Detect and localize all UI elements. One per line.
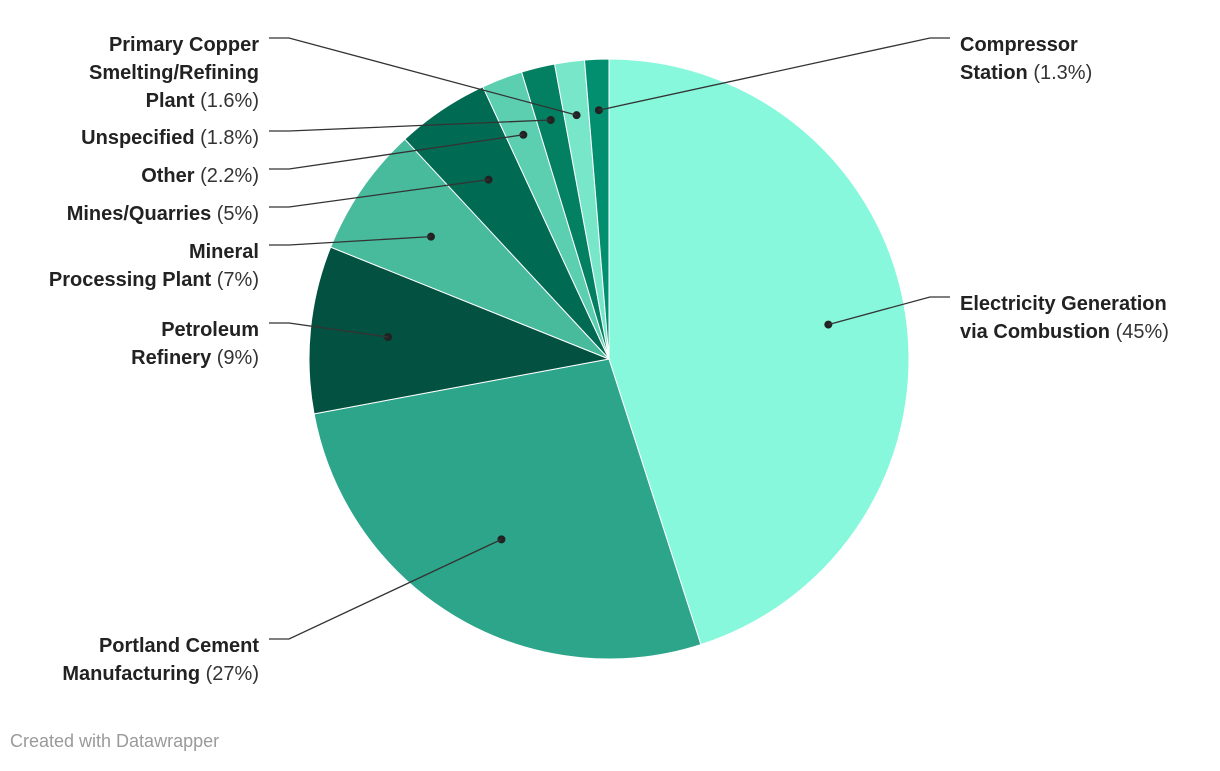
leader-line: [269, 179, 489, 208]
leader-lines-group: [269, 37, 950, 640]
leader-line: [269, 322, 389, 338]
slice-label: Other (2.2%): [141, 165, 259, 187]
slice-label: Petroleum Refinery (9%): [131, 319, 259, 369]
slice-label: Electricity Generation via Combustion (45…: [960, 293, 1169, 343]
slices-group: [308, 58, 910, 660]
pie-slice: [308, 246, 611, 415]
pie-slice: [583, 58, 610, 360]
leader-line: [269, 538, 502, 640]
leader-line: [269, 134, 524, 170]
slice-label: Mines/Quarries (5%): [67, 203, 259, 225]
pie-slice: [608, 58, 910, 646]
leader-line: [598, 37, 950, 111]
leader-line: [828, 296, 950, 326]
slice-label: Primary Copper Smelting/Refining Plant (1.…: [89, 34, 259, 112]
labels-group: Electricity Generation via Combustion (45…: [49, 34, 1169, 685]
pie-slice: [313, 358, 702, 660]
leader-line: [269, 119, 551, 132]
footer-credit: Created with Datawrapper: [10, 731, 220, 751]
slice-label: Unspecified (1.8%): [81, 127, 259, 149]
leader-line: [269, 235, 432, 246]
slice-label: Portland Cement Manufacturing (27%): [62, 635, 259, 685]
leader-line: [269, 37, 577, 116]
slice-label: Compressor Station (1.3%): [960, 34, 1092, 84]
slice-label: Mineral Processing Plant (7%): [49, 241, 259, 291]
